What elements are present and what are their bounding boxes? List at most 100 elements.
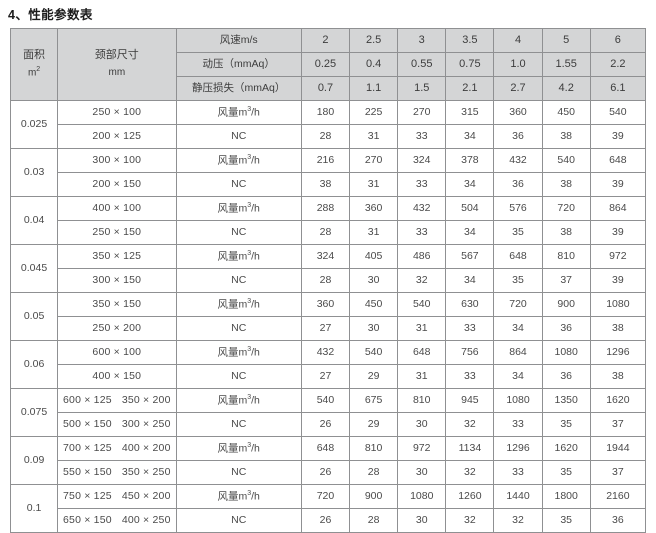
cell-value: 35 — [541, 412, 591, 437]
table-row: 0.03 300 × 100 风量m3/h 216 270 324 378 432 540 648 — [9, 148, 647, 197]
metric-airflow-exponent: 3 — [247, 201, 252, 209]
cell-neck-size: 350 × 125 — [57, 244, 177, 269]
neck-size-primary: 200 × 125 — [92, 129, 142, 142]
cell-area: 0.025 — [9, 100, 59, 149]
cell-metric-nc: NC — [175, 364, 302, 389]
cell-value: 34 — [445, 220, 495, 245]
cell-value: 180 — [300, 100, 351, 125]
cell-neck-size: 200 × 150 — [57, 172, 177, 197]
metric-airflow-unit-tail: /h — [251, 298, 260, 311]
table-row: 0.04 400 × 100 风量m3/h 288 360 432 504 576 720 864 — [9, 196, 647, 245]
cell-value: 405 — [349, 244, 399, 269]
cell-value: 630 — [445, 292, 495, 317]
cell-value: 432 — [493, 148, 543, 173]
cell-neck-size: 250 × 200 — [57, 316, 177, 341]
header-static-pressure-loss-4: 2.7 — [493, 76, 543, 101]
cell-neck-size: 400 × 150 — [57, 364, 177, 389]
cell-value: 450 — [349, 292, 399, 317]
header-velocity-0: 2 — [300, 28, 351, 53]
cell-value: 810 — [349, 436, 399, 461]
neck-size-primary: 600 × 125 — [63, 393, 112, 406]
cell-value: 945 — [445, 388, 495, 413]
metric-airflow-label: 风量m — [217, 394, 248, 407]
table-row: 300 × 150 NC 28 30 32 34 35 37 39 — [11, 268, 647, 293]
metric-airflow-exponent: 3 — [247, 441, 252, 449]
cell-value: 648 — [493, 244, 543, 269]
cell-value: 900 — [541, 292, 591, 317]
page-title: 4、性能参数表 — [8, 8, 93, 22]
cell-neck-size: 350 × 150 — [57, 292, 177, 317]
neck-size-secondary: 300 × 250 — [121, 417, 171, 430]
cell-metric-nc: NC — [175, 460, 302, 485]
header-area-unit-exponent: 2 — [36, 66, 41, 74]
cell-value: 31 — [349, 220, 399, 245]
cell-value: 39 — [589, 172, 647, 197]
cell-metric-airflow: 风量m3/h — [175, 340, 302, 365]
header-velocity-6: 6 — [589, 28, 647, 53]
neck-size-primary: 700 × 125 — [63, 441, 112, 454]
cell-area: 0.075 — [9, 388, 59, 437]
header-dynamic-pressure-3: 0.75 — [445, 52, 495, 77]
cell-value: 35 — [493, 220, 543, 245]
cell-value: 37 — [541, 268, 591, 293]
cell-value: 540 — [397, 292, 447, 317]
metric-airflow-exponent: 3 — [247, 249, 252, 257]
cell-value: 1620 — [589, 388, 647, 413]
cell-neck-size: 550 × 150 350 × 250 — [57, 460, 177, 485]
header-cell-area: 面积 m2 — [9, 28, 59, 101]
table-row: 550 × 150 350 × 250 NC 26 28 30 32 33 35 37 — [11, 460, 647, 485]
metric-airflow-unit-tail: /h — [251, 490, 260, 503]
cell-value: 39 — [589, 124, 647, 149]
cell-value: 1296 — [493, 436, 543, 461]
metric-airflow-exponent: 3 — [247, 345, 252, 353]
table-row: 0.09 700 × 125 400 × 200 风量m3/h 648 810 972 113… — [9, 436, 647, 485]
cell-neck-size: 300 × 100 — [57, 148, 177, 173]
cell-metric-airflow: 风量m3/h — [175, 436, 302, 461]
performance-parameter-table-wrapper: 面积 m2 颈部尺寸 mm 风速m/s 2 2.5 3 3.5 4 5 6 — [9, 28, 647, 533]
metric-airflow-label: 风量m — [217, 442, 248, 455]
cell-area: 0.045 — [9, 244, 59, 293]
cell-value: 900 — [349, 484, 399, 509]
cell-metric-nc: NC — [175, 268, 302, 293]
cell-value: 378 — [445, 148, 495, 173]
cell-value: 315 — [445, 100, 495, 125]
cell-value: 31 — [397, 364, 447, 389]
neck-size-primary: 250 × 100 — [92, 105, 142, 118]
cell-value: 38 — [300, 172, 351, 197]
cell-value: 720 — [541, 196, 591, 221]
header-static-pressure-loss-3: 2.1 — [445, 76, 495, 101]
cell-neck-size: 500 × 150 300 × 250 — [57, 412, 177, 437]
cell-value: 27 — [300, 364, 351, 389]
metric-airflow-unit-tail: /h — [251, 106, 260, 119]
cell-value: 33 — [397, 124, 447, 149]
cell-metric-nc: NC — [175, 172, 302, 197]
cell-value: 360 — [493, 100, 543, 125]
cell-value: 972 — [397, 436, 447, 461]
cell-value: 29 — [349, 412, 399, 437]
cell-value: 30 — [349, 316, 399, 341]
cell-value: 720 — [493, 292, 543, 317]
neck-size-primary: 500 × 150 — [63, 417, 112, 430]
metric-airflow-exponent: 3 — [247, 489, 252, 497]
neck-size-primary: 350 × 125 — [92, 249, 142, 262]
metric-airflow-unit-tail: /h — [251, 394, 260, 407]
metric-airflow-unit-tail: /h — [251, 202, 260, 215]
table-header: 面积 m2 颈部尺寸 mm 风速m/s 2 2.5 3 3.5 4 5 6 — [9, 28, 647, 101]
cell-value: 27 — [300, 316, 351, 341]
cell-value: 37 — [589, 460, 647, 485]
cell-value: 540 — [589, 100, 647, 125]
neck-size-primary: 300 × 150 — [92, 273, 142, 286]
header-dynamic-pressure-1: 0.4 — [349, 52, 399, 77]
table-row: 0.025 250 × 100 风量m3/h 180 225 270 315 360 450 54… — [9, 100, 647, 149]
metric-airflow-label: 风量m — [217, 106, 248, 119]
cell-value: 34 — [493, 364, 543, 389]
cell-value: 432 — [397, 196, 447, 221]
cell-metric-airflow: 风量m3/h — [175, 244, 302, 269]
table-row: 250 × 150 NC 28 31 33 34 35 38 39 — [11, 220, 647, 245]
cell-value: 1620 — [541, 436, 591, 461]
header-dynamic-pressure-2: 0.55 — [397, 52, 447, 77]
metric-airflow-exponent: 3 — [247, 105, 252, 113]
cell-value: 1800 — [541, 484, 591, 509]
cell-value: 756 — [445, 340, 495, 365]
cell-value: 38 — [541, 172, 591, 197]
